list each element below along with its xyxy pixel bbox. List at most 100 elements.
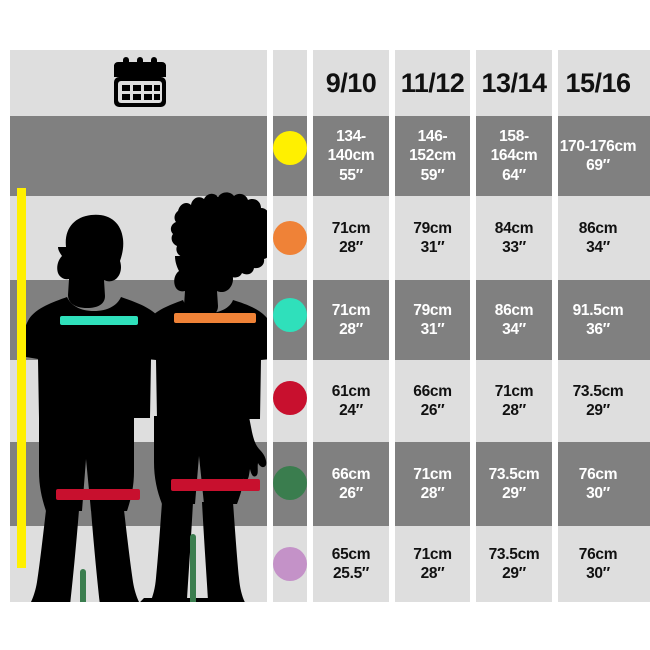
value-cm: 76cm <box>578 465 618 483</box>
cell-r1-c3: 158-164cm 64″ <box>476 116 552 196</box>
cell-r2-c3: 84cm 33″ <box>476 196 552 280</box>
value-inch: 64″ <box>502 166 526 184</box>
cell-r4-c1: 61cm 24″ <box>313 360 389 442</box>
girl-silhouette <box>139 192 267 602</box>
header-size-9-10: 9/10 <box>325 67 377 98</box>
value-cm: 73.5cm <box>488 545 540 563</box>
cell-r4-c3: 71cm 28″ <box>476 360 552 442</box>
value-cm: 66cm <box>413 382 452 400</box>
height-indicator-bar <box>17 188 26 568</box>
chest-swatch <box>273 221 307 255</box>
value-cm: 73.5cm <box>572 382 624 400</box>
value-cm: 71cm <box>494 382 534 400</box>
band-row-1 <box>10 116 650 196</box>
value-cm: 71cm <box>413 545 452 563</box>
value-inch: 30″ <box>586 565 610 582</box>
value-inch: 33″ <box>502 239 526 256</box>
value-inch: 28″ <box>420 565 445 582</box>
value-inch: 31″ <box>420 321 445 338</box>
cell-r3-c1: 71cm 28″ <box>313 280 389 360</box>
value-inch: 29″ <box>502 485 526 502</box>
value-inch: 29″ <box>502 565 526 582</box>
value-cm: 146-152cm <box>409 127 456 165</box>
girl-chest-bar <box>174 313 256 323</box>
height-swatch <box>273 131 307 165</box>
gutter-1 <box>267 50 273 602</box>
girl-hip-bar <box>171 479 260 491</box>
value-cm: 71cm <box>331 301 371 319</box>
value-inch: 24″ <box>339 402 363 419</box>
header-size-11-12: 11/12 <box>400 67 465 98</box>
value-cm: 65cm <box>331 545 371 563</box>
value-inch: 28″ <box>502 402 526 419</box>
cell-r3-c4: 91.5cm 36″ <box>558 280 638 360</box>
value-cm: 61cm <box>331 382 371 400</box>
value-inch: 34″ <box>586 239 610 256</box>
cell-r2-c4: 86cm 34″ <box>558 196 638 280</box>
cell-r5-c4: 76cm 30″ <box>558 442 638 526</box>
value-cm: 86cm <box>494 301 534 319</box>
inseam-swatch <box>273 466 307 500</box>
value-inch: 26″ <box>339 485 363 502</box>
boy-inseam-bar <box>80 569 86 602</box>
cell-r1-c4: 170-176cm 69″ <box>558 116 638 196</box>
value-cm: 76cm <box>578 545 618 563</box>
header-size-13-14: 13/14 <box>481 67 547 98</box>
value-cm: 71cm <box>331 219 371 237</box>
value-inch: 28″ <box>420 485 445 502</box>
value-inch: 59″ <box>420 166 445 184</box>
cell-r6-c4: 76cm 30″ <box>558 526 638 602</box>
cell-r2-c2: 79cm 31″ <box>395 196 470 280</box>
value-cm: 79cm <box>413 301 452 319</box>
cell-r4-c4: 73.5cm 29″ <box>558 360 638 442</box>
boy-hip-bar <box>56 489 140 500</box>
sleeve-swatch <box>273 547 307 581</box>
girl-inseam-bar <box>190 534 196 602</box>
value-inch: 28″ <box>339 239 363 256</box>
boy-waist-bar <box>60 316 138 325</box>
value-cm: 134-140cm <box>327 127 375 165</box>
value-inch: 34″ <box>502 321 526 338</box>
cell-r5-c3: 73.5cm 29″ <box>476 442 552 526</box>
value-inch: 36″ <box>586 321 610 338</box>
value-cm: 73.5cm <box>488 465 540 483</box>
gutter-2 <box>307 50 313 602</box>
value-cm: 170-176cm <box>559 137 637 155</box>
cell-r6-c3: 73.5cm 29″ <box>476 526 552 602</box>
cell-r5-c1: 66cm 26″ <box>313 442 389 526</box>
value-cm: 66cm <box>331 465 371 483</box>
value-cm: 71cm <box>413 465 452 483</box>
header-size-15-16: 15/16 <box>565 67 631 98</box>
value-inch: 31″ <box>420 239 445 256</box>
value-cm: 158-164cm <box>490 127 538 165</box>
cell-r6-c1: 65cm 25.5″ <box>313 526 389 602</box>
value-cm: 91.5cm <box>572 301 624 319</box>
cell-r1-c2: 146-152cm 59″ <box>395 116 470 196</box>
gutter-4 <box>470 50 476 602</box>
cell-r6-c2: 71cm 28″ <box>395 526 470 602</box>
cell-r5-c2: 71cm 28″ <box>395 442 470 526</box>
cell-r2-c1: 71cm 28″ <box>313 196 389 280</box>
calendar-icon <box>110 57 170 109</box>
gutter-5 <box>552 50 558 602</box>
cell-r1-c1: 134-140cm 55″ <box>313 116 389 196</box>
value-cm: 84cm <box>494 219 534 237</box>
boy-silhouette <box>20 214 169 602</box>
waist-swatch <box>273 298 307 332</box>
cell-r3-c2: 79cm 31″ <box>395 280 470 360</box>
value-inch: 28″ <box>339 321 363 338</box>
value-inch: 25.5″ <box>332 565 370 582</box>
value-cm: 86cm <box>578 219 618 237</box>
value-inch: 29″ <box>586 402 610 419</box>
value-cm: 79cm <box>413 219 452 237</box>
value-inch: 26″ <box>420 402 445 419</box>
value-inch: 30″ <box>586 485 610 502</box>
value-inch: 55″ <box>339 166 363 184</box>
cell-r4-c2: 66cm 26″ <box>395 360 470 442</box>
gutter-3 <box>389 50 395 602</box>
silhouette-illustration <box>10 116 267 602</box>
value-inch: 69″ <box>586 157 610 174</box>
hip-swatch <box>273 381 307 415</box>
cell-r3-c3: 86cm 34″ <box>476 280 552 360</box>
